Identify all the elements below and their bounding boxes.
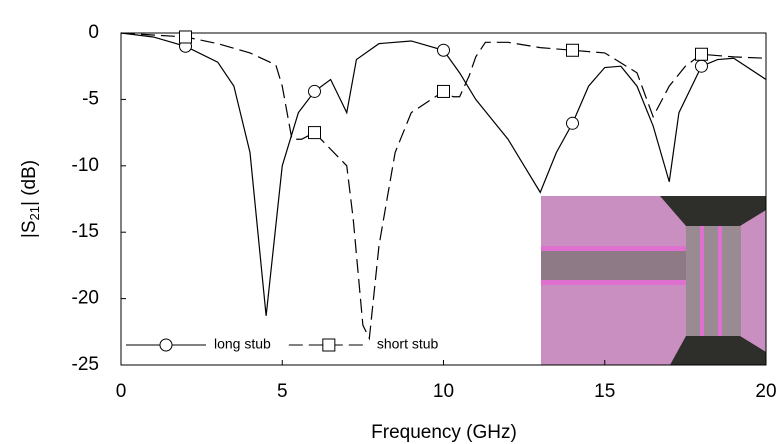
y-label-main: |S [19, 220, 40, 238]
y-tick-label: -25 [72, 354, 99, 375]
x-tick-label: 5 [277, 381, 288, 402]
marker [695, 59, 708, 73]
marker [308, 84, 321, 98]
marker [437, 43, 450, 57]
legend-marker [159, 338, 173, 352]
x-tick-label: 15 [594, 381, 615, 402]
y-axis-label: |S21| (dB) [19, 160, 42, 238]
y-tick-label: -15 [72, 221, 99, 242]
legend-label: long stub [214, 336, 271, 352]
marker [695, 47, 708, 61]
x-tick-label: 20 [755, 381, 776, 402]
marker [566, 116, 579, 130]
x-tick-label: 10 [433, 381, 454, 402]
marker [566, 43, 579, 57]
y-tick-label: 0 [88, 22, 99, 43]
marker [308, 126, 321, 140]
x-axis-label: Frequency (GHz) [371, 422, 517, 443]
line [120, 32, 767, 316]
marker [179, 30, 192, 44]
marker [437, 84, 450, 98]
legend-label: short stub [377, 336, 439, 352]
x-tick-label: 0 [116, 381, 127, 402]
legend-marker [322, 338, 336, 352]
y-tick-label: -20 [72, 288, 99, 309]
y-tick-label: -5 [82, 88, 99, 109]
inset-photo [541, 196, 766, 365]
y-label-sub: 21 [27, 206, 42, 220]
y-tick-label: -10 [72, 155, 99, 176]
y-label-end: | (dB) [19, 160, 40, 206]
